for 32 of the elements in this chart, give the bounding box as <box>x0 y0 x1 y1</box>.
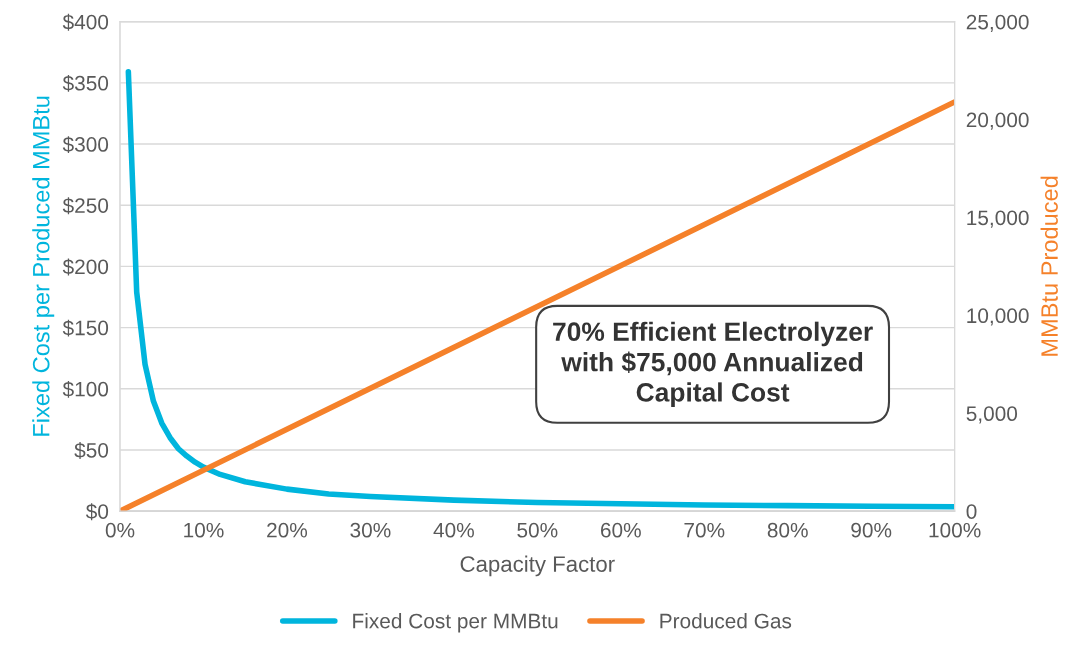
y-tick-label: $50 <box>74 442 109 459</box>
y2-tick-label: 0 <box>966 504 977 519</box>
x-tick-label: 0% <box>105 522 135 538</box>
x-tick-label: 60% <box>600 522 641 538</box>
y2-tick-label: 15,000 <box>967 210 1029 228</box>
x-axis-title: Capacity Factor <box>460 555 615 577</box>
x-tick-label: 20% <box>267 522 308 538</box>
y-tick-label: $300 <box>62 136 109 154</box>
legend-label: Fixed Cost per MMBtu <box>353 613 558 633</box>
x-tick-label: 30% <box>350 522 391 538</box>
x-tick-label: 10% <box>184 522 224 538</box>
x-tick-label: 70% <box>684 522 725 538</box>
y2-tick-label: 5,000 <box>966 406 1018 424</box>
y-tick-label: $350 <box>62 74 109 92</box>
x-tick-label: 90% <box>851 522 892 538</box>
y-tick-label: $100 <box>62 380 109 398</box>
y2-tick-label: 25,000 <box>966 14 1029 32</box>
annotation: 70% Efficient Electrolyzer with $75,000 Annualized Capital Cost <box>553 321 873 407</box>
y2-axis-title: MMBtu Produced <box>1040 176 1058 356</box>
y-tick-label: $150 <box>62 319 109 337</box>
y2-tick-label: 20,000 <box>966 112 1029 130</box>
y-tick-label: $250 <box>62 197 109 215</box>
y-axis-title: Fixed Cost per Produced MMBtu <box>32 96 55 436</box>
y-tick-label: $200 <box>62 258 109 276</box>
x-tick-label: 40% <box>433 522 474 538</box>
y-tick-label: $0 <box>85 503 109 521</box>
x-tick-label: 80% <box>767 522 808 538</box>
x-tick-label: 50% <box>517 522 558 538</box>
y-tick-label: $400 <box>62 13 109 31</box>
y2-tick-label: 10,000 <box>967 308 1029 326</box>
legend-label: Produced Gas <box>660 613 792 629</box>
x-tick-label: 100% <box>929 522 981 538</box>
